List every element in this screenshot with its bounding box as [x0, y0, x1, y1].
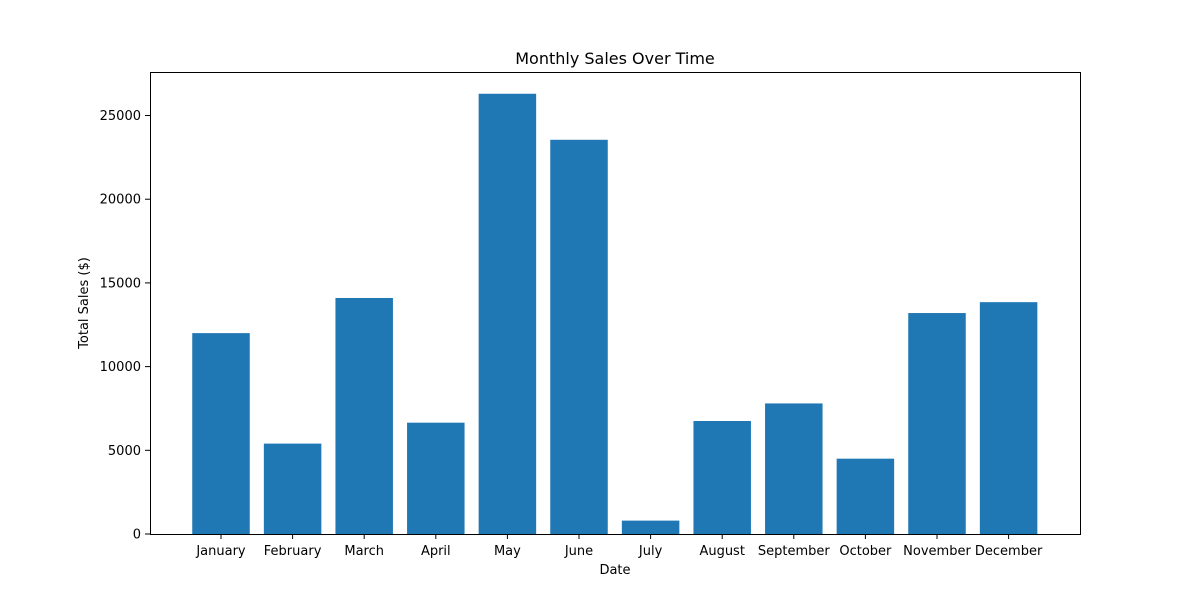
- y-tick-label: 0: [133, 528, 141, 543]
- bar-january: [192, 333, 250, 534]
- bar-august: [693, 421, 751, 534]
- bar-april: [407, 422, 465, 534]
- bar-march: [335, 297, 393, 534]
- x-tick-label: April: [421, 544, 451, 559]
- y-tick-label: 10000: [100, 360, 141, 375]
- x-tick-label: May: [494, 544, 521, 559]
- bar-september: [765, 403, 823, 534]
- x-tick-label: June: [564, 544, 593, 559]
- y-tick-label: 5000: [108, 444, 141, 459]
- x-tick-label: October: [839, 544, 892, 559]
- x-tick-label: January: [195, 544, 246, 559]
- x-tick-label: November: [903, 544, 971, 559]
- x-tick-label: December: [975, 544, 1043, 559]
- bar-december: [979, 302, 1038, 534]
- x-tick-label: September: [758, 544, 831, 559]
- chart-title: Monthly Sales Over Time: [515, 49, 715, 68]
- y-tick-label: 15000: [100, 276, 141, 291]
- bar-october: [836, 458, 895, 534]
- x-axis-ticks: January February March April May June July Augu…: [195, 534, 1043, 559]
- x-tick-label: August: [699, 544, 745, 559]
- bar-november: [908, 313, 966, 534]
- bar-may: [478, 93, 537, 534]
- x-tick-label: July: [638, 544, 663, 559]
- bar-june: [550, 139, 608, 535]
- bar-february: [263, 443, 322, 534]
- bars-group: [192, 93, 1038, 535]
- plot-frame: [150, 72, 1081, 535]
- x-axis-label: Date: [599, 563, 630, 578]
- bar-july: [621, 520, 680, 534]
- y-axis-label: Total Sales ($): [77, 257, 92, 350]
- x-tick-label: February: [264, 544, 322, 559]
- x-tick-label: March: [344, 544, 384, 559]
- y-tick-label: 25000: [100, 109, 141, 124]
- y-tick-label: 20000: [100, 193, 141, 208]
- y-axis-ticks: 0 5000 10000 15000 20000 25000: [100, 109, 150, 543]
